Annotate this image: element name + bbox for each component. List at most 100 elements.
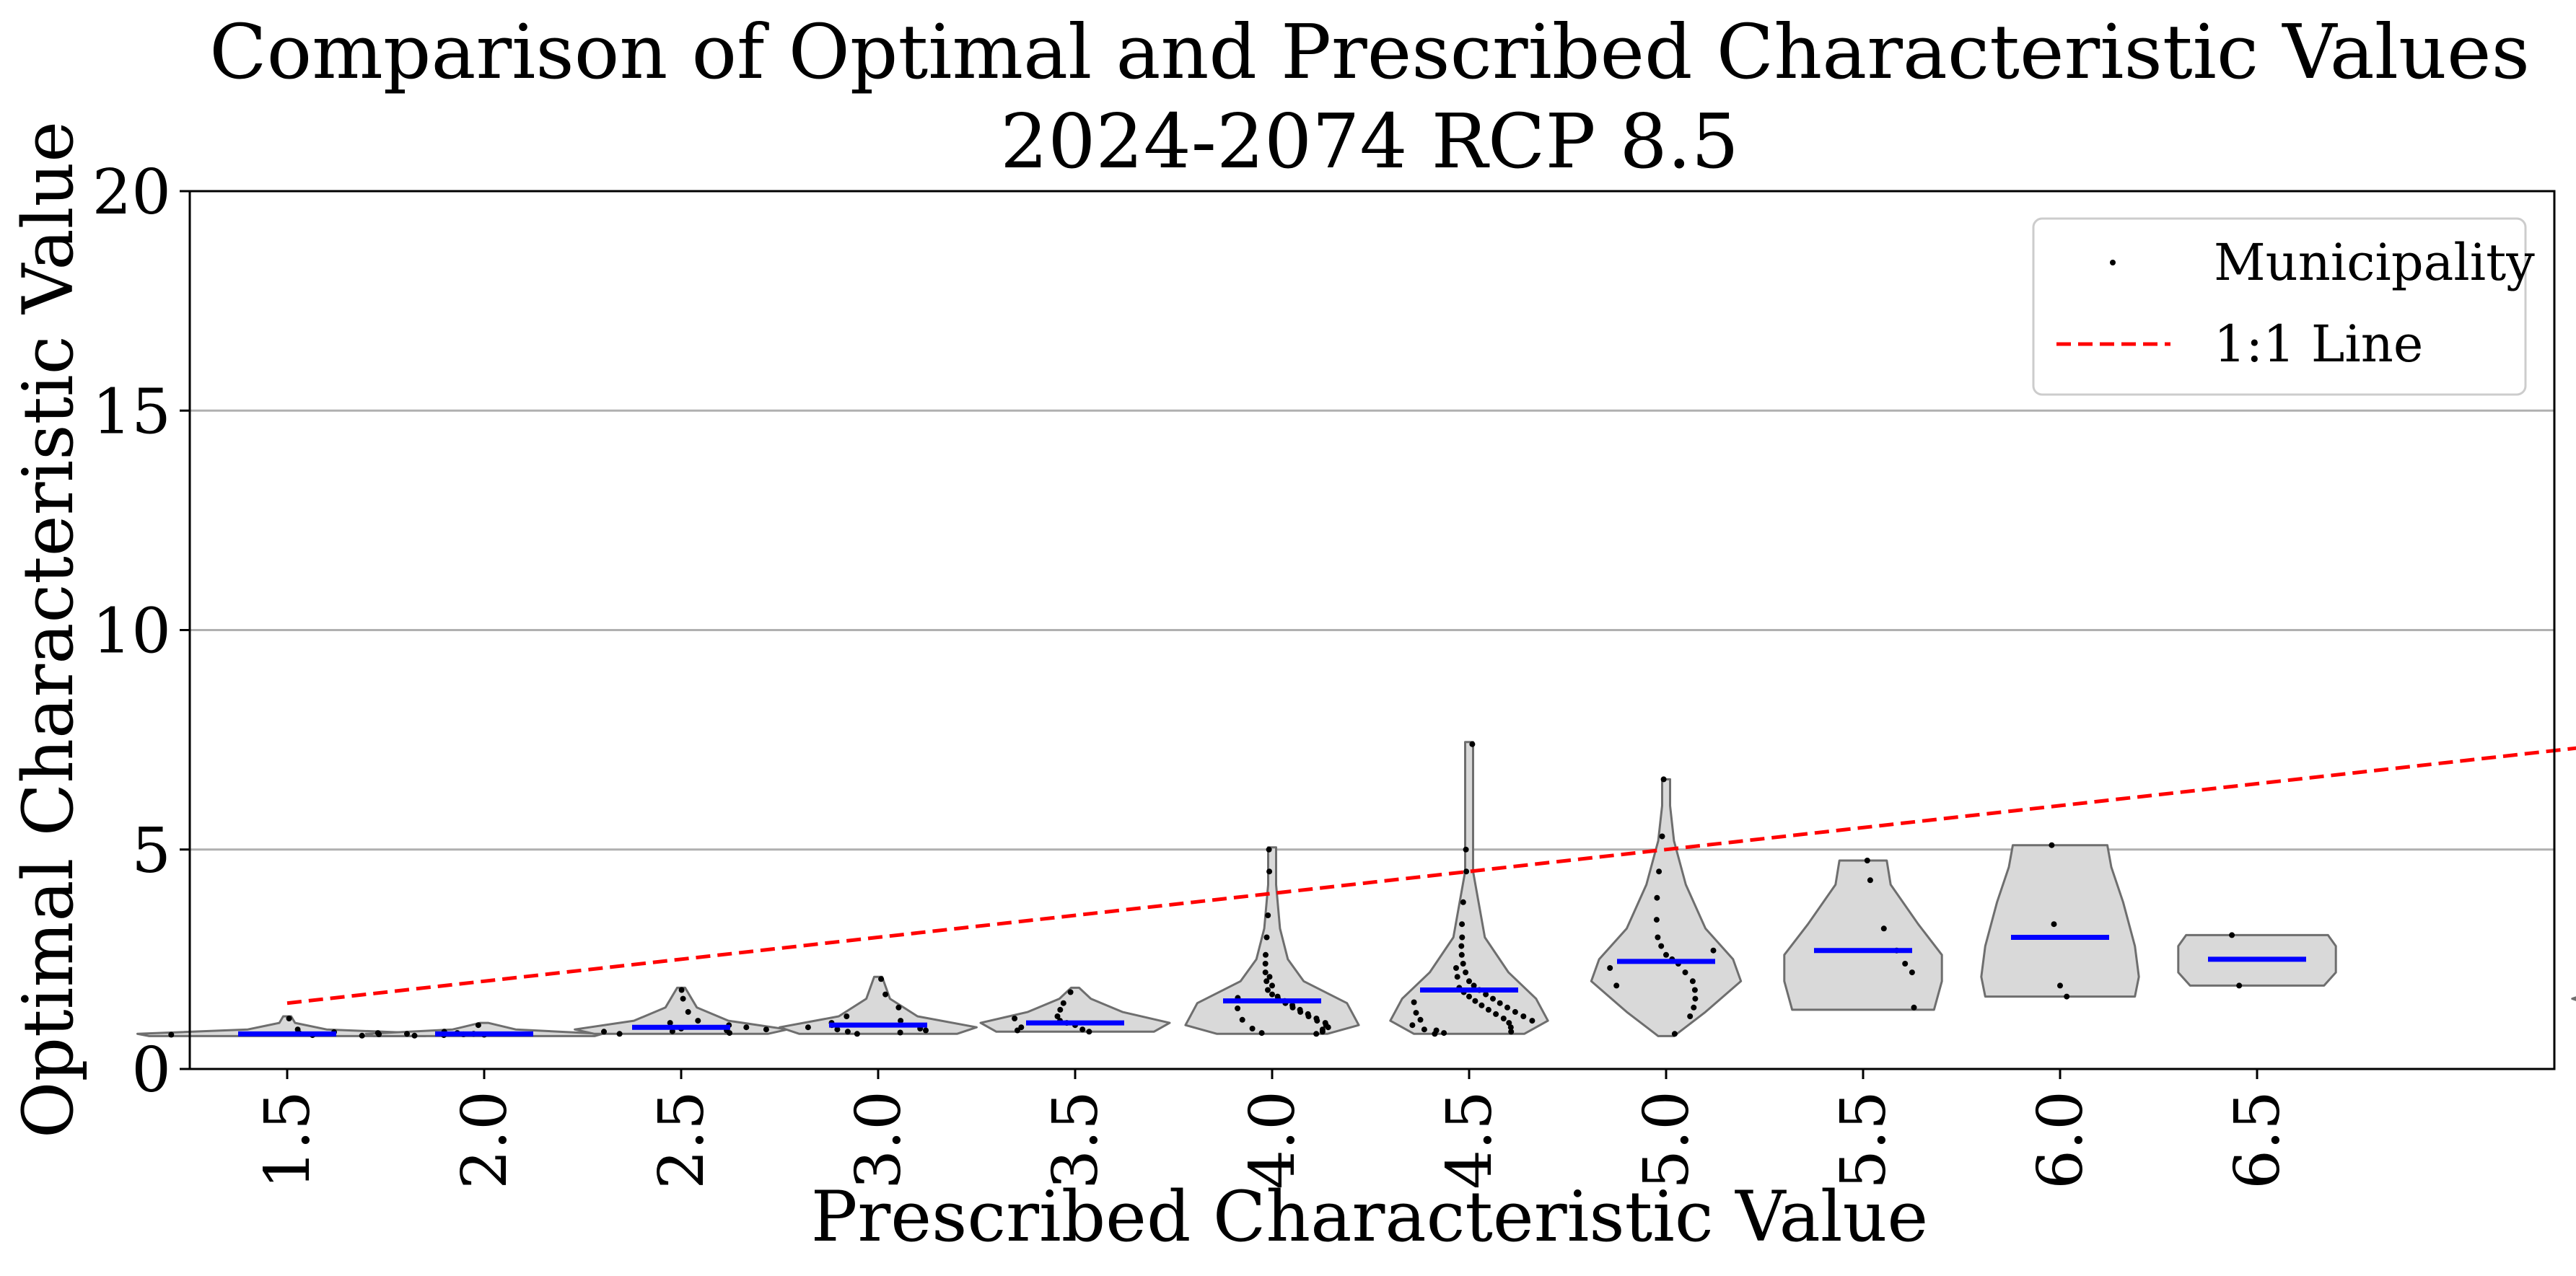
municipality-point xyxy=(1692,995,1699,1002)
legend-point-marker xyxy=(2110,260,2116,265)
municipality-point xyxy=(1500,1016,1507,1021)
municipality-point xyxy=(1506,1020,1512,1026)
municipality-point xyxy=(1409,1022,1416,1029)
municipality-point xyxy=(695,1018,701,1024)
x-axis-label: Prescribed Characteristic Value xyxy=(811,1176,1928,1257)
municipality-point xyxy=(1265,987,1271,993)
violin-1.5 xyxy=(136,1015,438,1037)
municipality-point xyxy=(1012,1016,1018,1021)
municipality-point xyxy=(1880,925,1887,932)
municipality-point xyxy=(1466,993,1472,1000)
municipality-point xyxy=(743,1024,750,1031)
data-points xyxy=(168,741,2243,1039)
municipality-point xyxy=(1265,912,1271,918)
municipality-point xyxy=(1512,1008,1518,1015)
municipality-point xyxy=(1472,998,1478,1004)
municipality-point xyxy=(616,1031,623,1037)
municipality-point xyxy=(680,995,686,1002)
municipality-point xyxy=(1459,934,1466,941)
municipality-point xyxy=(1453,965,1459,971)
municipality-point xyxy=(1269,982,1275,989)
violin-3.0 xyxy=(779,975,978,1035)
municipality-point xyxy=(923,1027,929,1034)
y-axis-ticks: 0 5 10 15 20 xyxy=(92,157,190,1106)
municipality-point xyxy=(1689,978,1696,985)
municipality-point xyxy=(1458,951,1465,958)
municipality-point xyxy=(376,1031,382,1037)
municipality-point xyxy=(854,1031,860,1037)
municipality-point xyxy=(1463,868,1470,875)
municipality-point xyxy=(1469,741,1476,747)
violin-2.0 xyxy=(364,1021,604,1037)
municipality-point xyxy=(1864,858,1870,863)
municipality-point xyxy=(1266,974,1273,980)
x-tick-label-1: 2.0 xyxy=(449,1091,521,1189)
municipality-point xyxy=(1433,1027,1440,1034)
municipality-point xyxy=(1653,917,1660,923)
x-tick-label-8: 5.5 xyxy=(1828,1091,1900,1189)
municipality-point xyxy=(1485,1006,1491,1013)
municipality-point xyxy=(2229,932,2235,938)
municipality-point xyxy=(1458,943,1465,949)
municipality-point xyxy=(1691,987,1698,993)
municipality-point xyxy=(411,1032,418,1039)
x-tick-label-2: 2.5 xyxy=(646,1091,718,1189)
violin-2.5 xyxy=(574,986,789,1035)
municipality-point xyxy=(1067,989,1074,995)
x-tick-label-6: 4.5 xyxy=(1434,1091,1506,1189)
violin-4.5 xyxy=(1389,741,1549,1035)
municipality-point xyxy=(1249,1026,1256,1031)
gridlines xyxy=(190,409,2554,851)
municipality-point xyxy=(1319,1029,1326,1035)
violin-4.0 xyxy=(1184,846,1360,1035)
municipality-point xyxy=(1054,1013,1061,1019)
municipality-point xyxy=(1466,978,1472,985)
municipality-point xyxy=(1909,969,1915,976)
municipality-point xyxy=(1263,951,1269,958)
municipality-point xyxy=(1478,1002,1485,1008)
municipality-point xyxy=(1262,961,1269,967)
municipality-point xyxy=(1266,868,1273,875)
municipality-point xyxy=(1325,1024,1331,1031)
municipality-point xyxy=(1269,991,1275,998)
y-axis-label: Optimal Characteristic Value xyxy=(8,121,89,1138)
x-tick-label-5: 4.0 xyxy=(1237,1091,1309,1189)
legend: Municipality 1:1 Line xyxy=(2032,217,2535,396)
legend-label-reference-line: 1:1 Line xyxy=(2214,314,2423,374)
municipality-point xyxy=(1057,1006,1064,1013)
y-tick-label-4: 20 xyxy=(92,157,171,229)
municipality-point xyxy=(678,987,685,993)
municipality-point xyxy=(1060,1000,1066,1006)
municipality-point xyxy=(1297,1006,1303,1013)
municipality-point xyxy=(1322,1020,1328,1026)
municipality-point xyxy=(763,1026,769,1033)
violin-7.5 xyxy=(2571,996,2576,1001)
municipality-point xyxy=(1266,846,1272,853)
x-tick-label-0: 1.5 xyxy=(252,1091,324,1189)
municipality-point xyxy=(2049,842,2055,848)
violin-5.0 xyxy=(1590,778,1743,1037)
municipality-point xyxy=(878,976,885,982)
municipality-point xyxy=(1258,1030,1265,1037)
municipality-point xyxy=(1613,982,1620,989)
municipality-point xyxy=(1086,1029,1092,1035)
x-tick-label-3: 3.0 xyxy=(843,1091,915,1189)
municipality-point xyxy=(168,1031,175,1038)
municipality-point xyxy=(1671,1031,1678,1037)
municipality-point xyxy=(1417,1016,1424,1023)
municipality-point xyxy=(1607,965,1613,971)
municipality-point xyxy=(1691,1004,1697,1011)
municipality-point xyxy=(1413,1010,1419,1016)
municipality-point xyxy=(1463,969,1469,976)
legend-box xyxy=(2032,217,2527,396)
municipality-point xyxy=(1411,999,1417,1006)
municipality-point xyxy=(1658,943,1665,949)
municipality-point xyxy=(1659,833,1665,840)
municipality-point xyxy=(685,1008,691,1015)
municipality-point xyxy=(1507,1024,1514,1031)
municipality-point xyxy=(1663,951,1669,958)
x-tick-label-7: 5.0 xyxy=(1631,1091,1703,1189)
violin-5.5 xyxy=(1783,859,1943,1011)
municipality-point xyxy=(1911,1004,1917,1011)
